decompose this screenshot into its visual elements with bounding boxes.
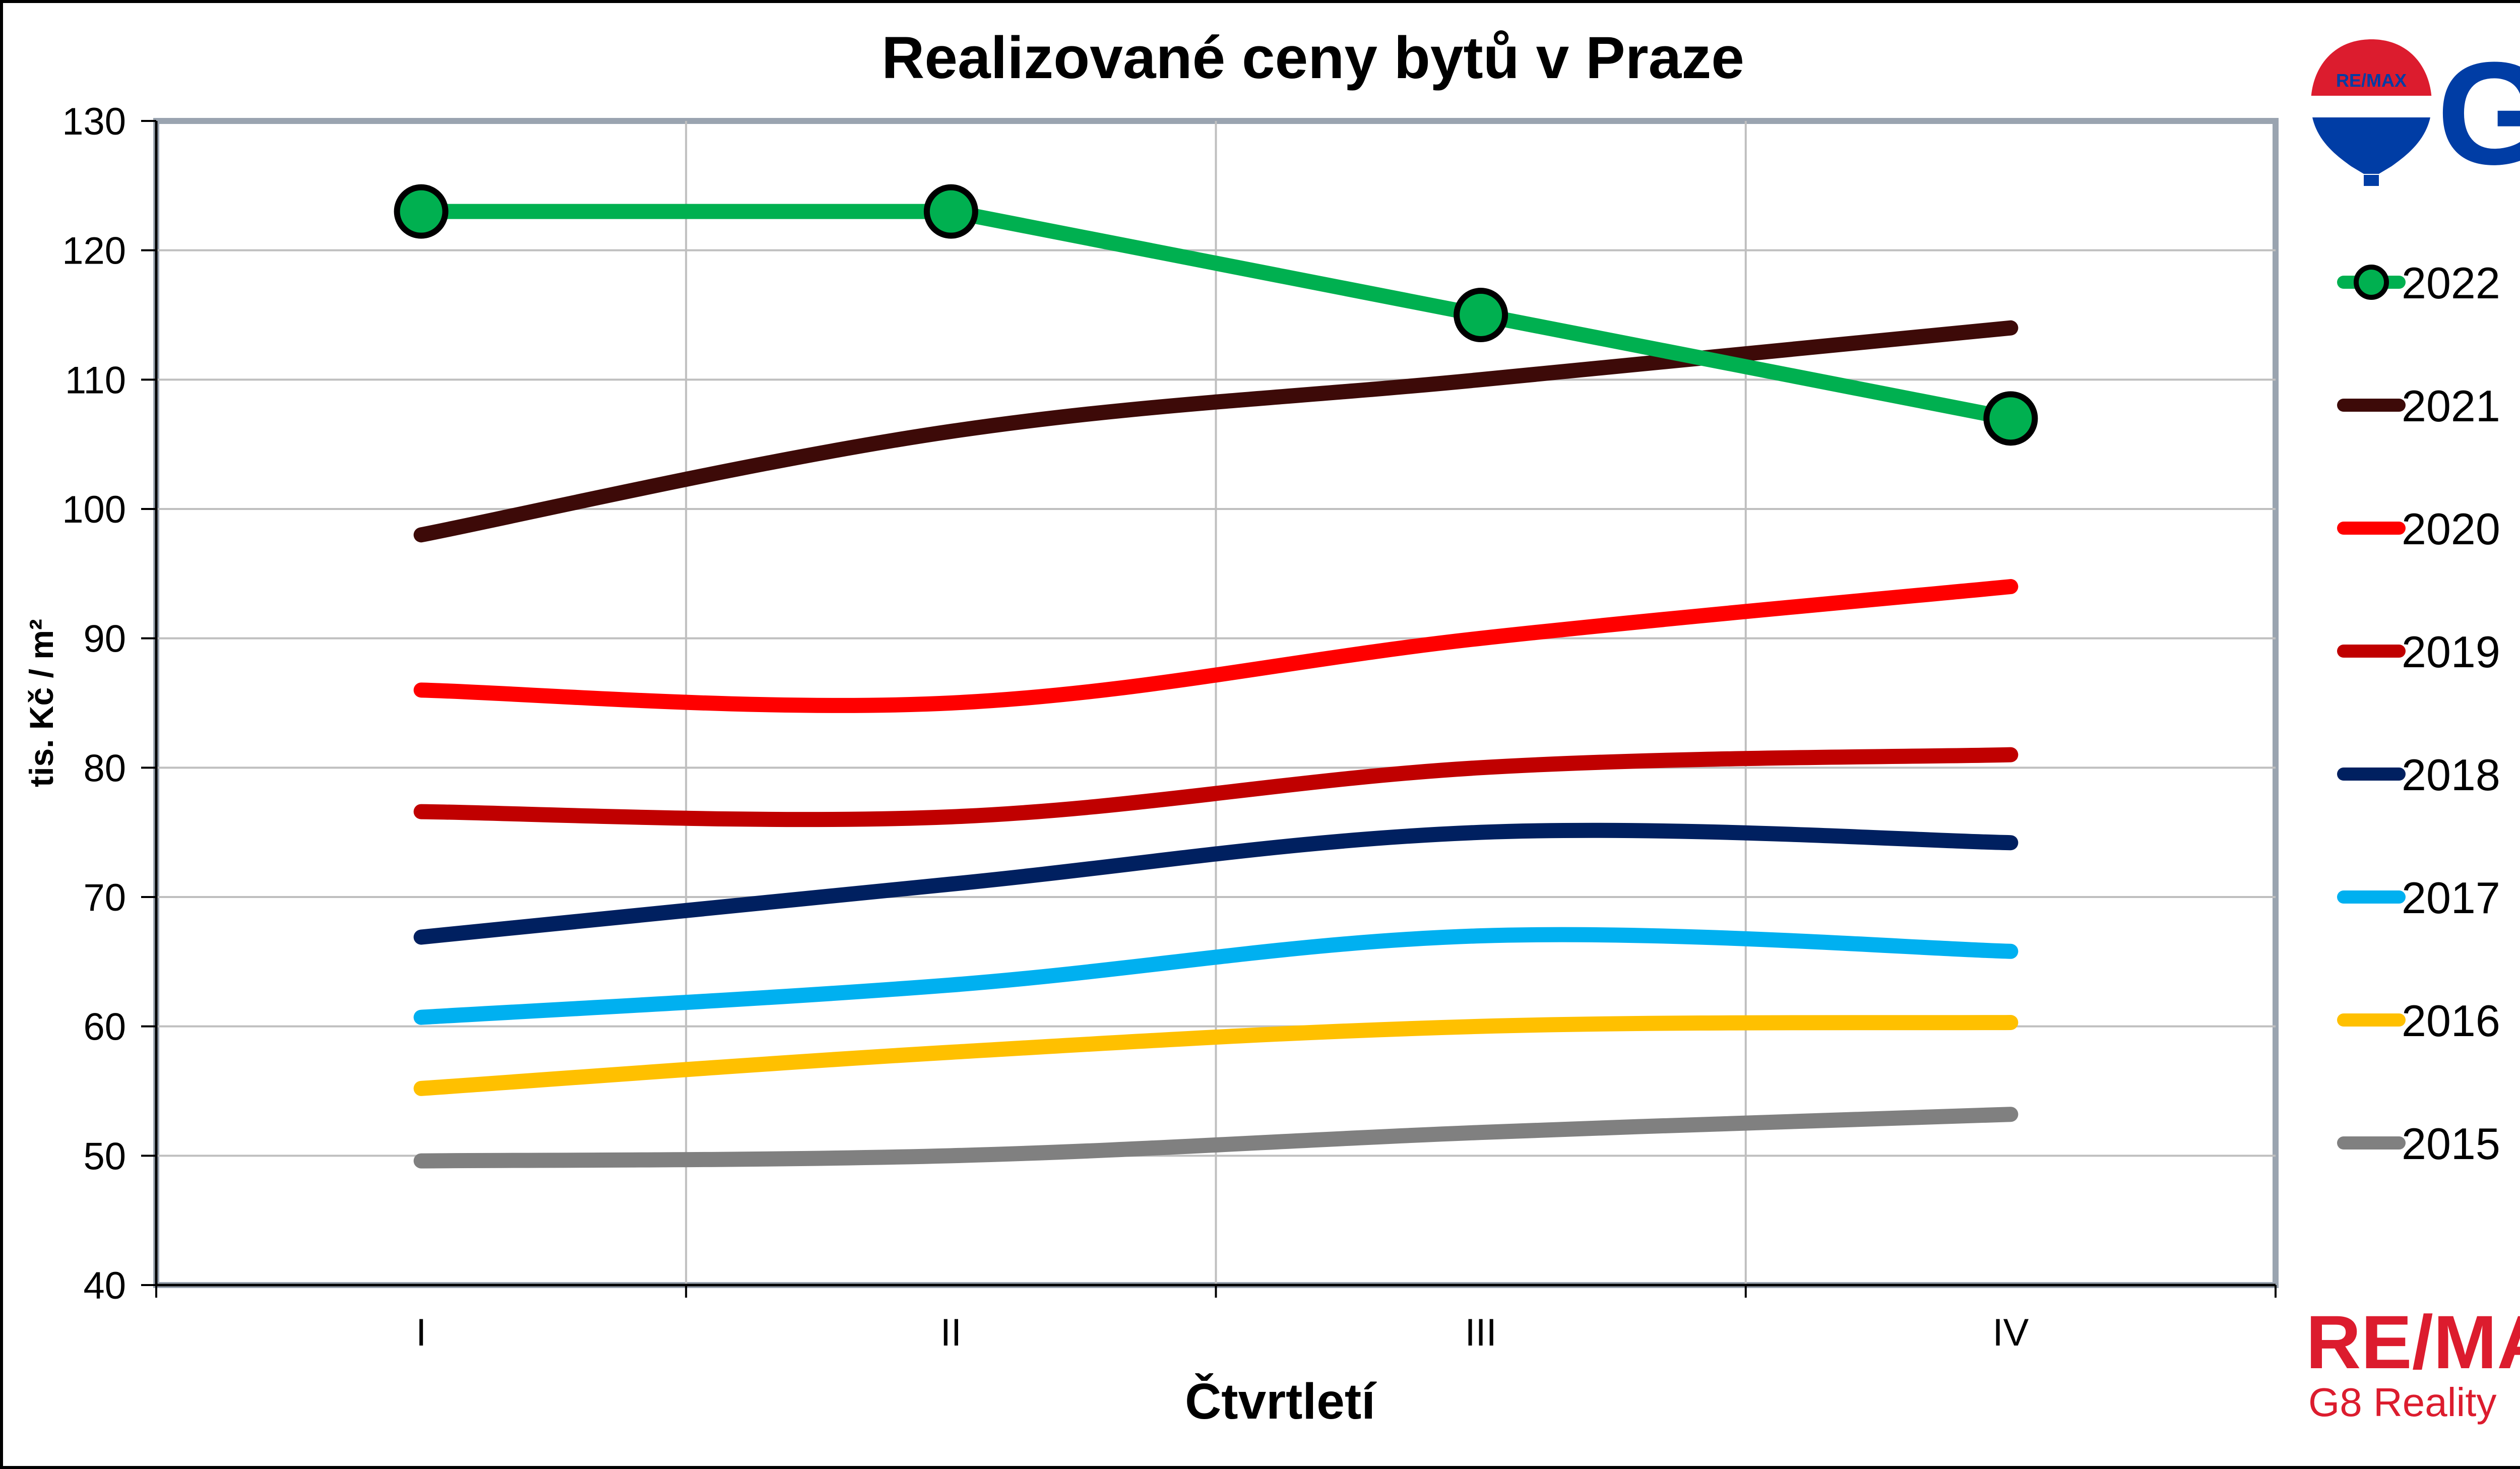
y-tick-label: 130 [62, 100, 126, 143]
series-line-2016 [413, 1014, 2019, 1096]
series-line-2022 [413, 204, 2019, 426]
x-axis-title: Čtvrtletí [1185, 1373, 1377, 1430]
legend-label: 2017 [2402, 873, 2500, 923]
y-tick-label: 60 [83, 1006, 126, 1049]
remax-subtitle: G8 Reality [2308, 1380, 2496, 1425]
legend-label: 2018 [2402, 750, 2500, 800]
y-tick-label: 80 [83, 747, 126, 790]
series-line-2015 [413, 1107, 2019, 1169]
legend-item-2019: 2019 [2337, 627, 2500, 677]
legend: 2022 2021 2020 2019 2018 2017 2016 2015 [2337, 258, 2500, 1169]
y-tick-label: 90 [83, 618, 126, 661]
y-tick-label: 110 [65, 359, 126, 402]
y-tick-label: 50 [83, 1135, 126, 1178]
legend-item-2016: 2016 [2337, 996, 2500, 1046]
legend-marker [2354, 265, 2389, 300]
remax-balloon-logo: RE/MAX [2311, 39, 2432, 186]
remax-logo-text: RE/MAX [2306, 1300, 2520, 1384]
data-point-2022 [1983, 391, 2038, 446]
legend-label: 2022 [2402, 258, 2500, 308]
x-tick-label: IV [1992, 1311, 2029, 1354]
legend-item-2018: 2018 [2337, 750, 2500, 800]
series-lines [394, 184, 2038, 1169]
legend-item-2021: 2021 [2337, 381, 2500, 431]
y-tick-label: 70 [83, 876, 126, 919]
series-line-2018 [413, 822, 2019, 945]
series-line-2017 [413, 927, 2019, 1025]
data-point-2022 [1454, 288, 1508, 342]
x-tick-label: III [1465, 1311, 1496, 1354]
legend-label: 2019 [2402, 627, 2500, 677]
x-tick-label: I [416, 1311, 426, 1354]
legend-label: 2016 [2402, 996, 2500, 1046]
legend-label: 2021 [2402, 381, 2500, 431]
legend-item-2022: 2022 [2337, 258, 2500, 308]
series-line-2020 [413, 579, 2019, 713]
legend-item-2015: 2015 [2337, 1119, 2500, 1169]
y-tick-label: 100 [62, 488, 126, 531]
chart-title: Realizované ceny bytů v Praze [881, 25, 1744, 91]
g8-logo-text: G8 [2437, 32, 2520, 195]
y-axis-title: tis. Kč / m² [23, 619, 60, 787]
y-tick-label: 40 [83, 1264, 126, 1307]
data-point-2022 [923, 184, 978, 239]
series-line-2019 [413, 747, 2019, 827]
legend-label: 2020 [2402, 504, 2500, 554]
balloon-text: RE/MAX [2336, 70, 2407, 91]
data-point-2022 [394, 184, 449, 239]
x-tick-label: II [940, 1311, 962, 1354]
legend-item-2020: 2020 [2337, 504, 2500, 554]
legend-label: 2015 [2402, 1119, 2500, 1169]
legend-item-2017: 2017 [2337, 873, 2500, 923]
balloon-basket-icon [2364, 175, 2379, 186]
y-tick-label: 120 [62, 230, 126, 273]
series-line-2021 [413, 320, 2019, 543]
balloon-icon [2311, 39, 2432, 174]
